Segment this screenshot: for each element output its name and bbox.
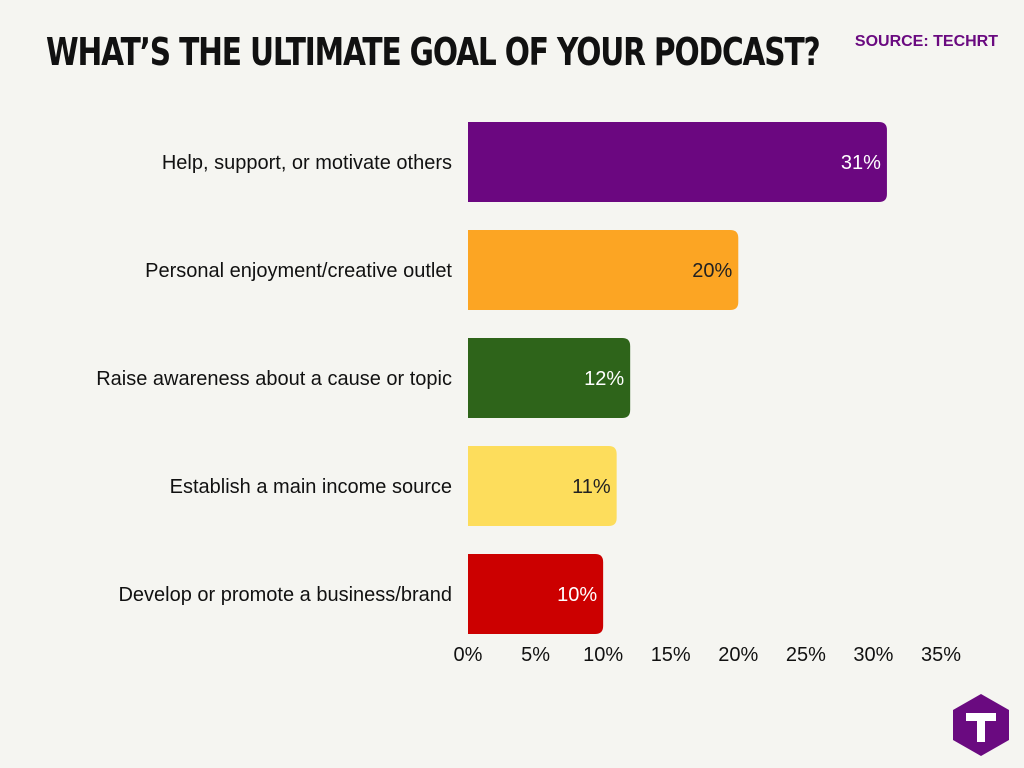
x-tick-label: 5%: [521, 644, 550, 666]
category-label-2: Personal enjoyment/creative outlet: [145, 260, 452, 282]
bar-5: [468, 554, 604, 634]
x-tick-label: 30%: [853, 644, 893, 666]
value-label-4: 11%: [572, 476, 611, 498]
x-tick-label: 10%: [583, 644, 623, 666]
x-tick-label: 15%: [651, 644, 691, 666]
bar-3: [468, 338, 631, 418]
x-tick-label: 20%: [718, 644, 758, 666]
techrt-logo-icon: [953, 694, 1009, 756]
value-label-2: 20%: [692, 260, 732, 282]
category-label-5: Develop or promote a business/brand: [118, 584, 452, 606]
x-tick-label: 25%: [786, 644, 826, 666]
value-label-5: 10%: [557, 584, 597, 606]
bar-1: [468, 122, 887, 202]
chart-title: WHAT’S THE ULTIMATE GOAL OF YOUR PODCAST…: [46, 30, 821, 74]
category-label-4: Establish a main income source: [170, 476, 452, 498]
source-label: SOURCE: TECHRT: [854, 33, 998, 50]
bar-4: [468, 446, 617, 526]
category-label-3: Raise awareness about a cause or topic: [96, 368, 452, 390]
category-label-1: Help, support, or motivate others: [162, 152, 452, 174]
x-tick-label: 0%: [454, 644, 483, 666]
value-label-1: 31%: [841, 152, 881, 174]
x-tick-label: 35%: [921, 644, 961, 666]
bar-2: [468, 230, 739, 310]
value-label-3: 12%: [584, 368, 624, 390]
